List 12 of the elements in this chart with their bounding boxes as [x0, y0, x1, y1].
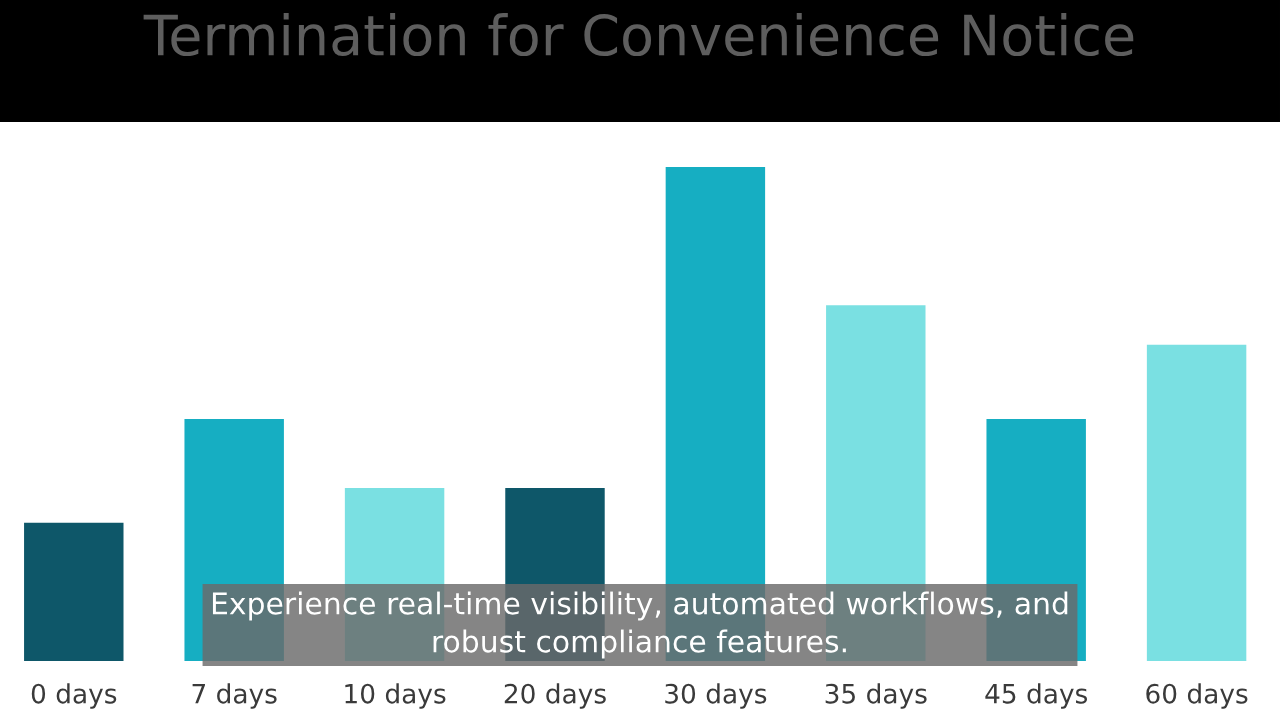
bar: [24, 522, 124, 661]
x-tick-label: 30 days: [665, 683, 767, 709]
x-tick-label: 60 days: [1146, 683, 1248, 709]
x-tick-label: 45 days: [985, 683, 1088, 709]
x-tick-label: 20 days: [504, 683, 606, 709]
chart-title: Termination for Convenience Notice: [143, 13, 1134, 57]
x-tick-label: 35 days: [825, 683, 927, 709]
bar: [1146, 344, 1247, 661]
x-tick-label: 7 days: [192, 683, 277, 709]
annotation: Experience real-time visibility, automated workflows, and robust compliance features.: [212, 591, 1068, 659]
x-tick-label: 0 days: [31, 683, 117, 709]
x-tick-label: 10 days: [345, 683, 446, 709]
